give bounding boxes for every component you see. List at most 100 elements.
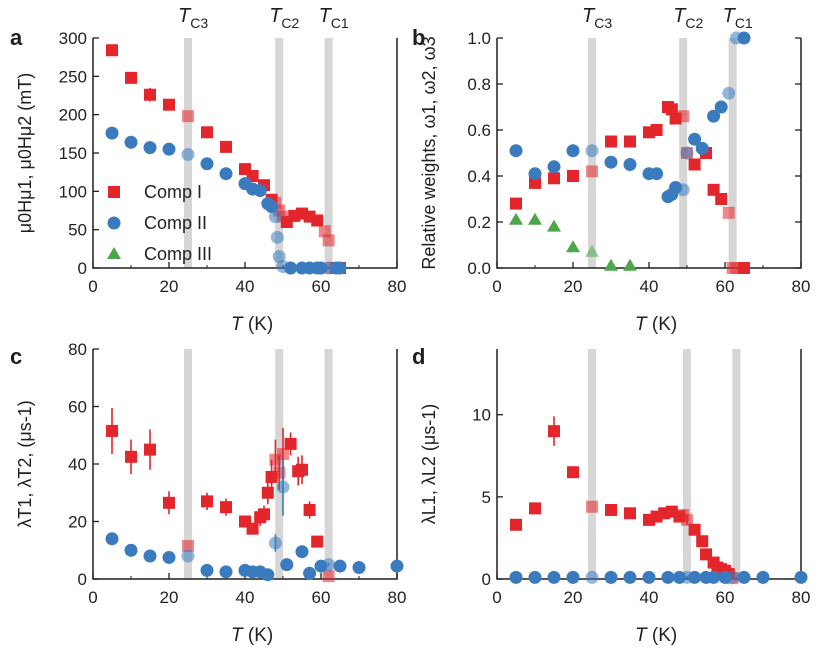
data-point-square: [246, 170, 259, 182]
y-tick-label: 150: [59, 144, 87, 163]
y-tick-label: 40: [68, 455, 87, 474]
data-point-square: [650, 124, 663, 136]
data-point-circle: [737, 570, 751, 584]
y-tick-label: 100: [59, 182, 87, 201]
data-point-triangle: [566, 240, 580, 253]
y-tick-label: 0.6: [467, 121, 491, 140]
data-point-circle: [143, 141, 157, 155]
data-point-circle: [333, 261, 347, 275]
data-point-square: [548, 425, 560, 438]
data-point-circle: [200, 157, 214, 171]
data-point-circle: [566, 570, 580, 584]
data-point-square: [586, 165, 598, 178]
x-tick-label: 80: [792, 277, 811, 296]
data-point-circle: [547, 160, 561, 174]
data-point-circle: [756, 570, 770, 584]
data-point-circle: [688, 570, 702, 584]
transition-label: TC2: [673, 5, 703, 31]
data-point-square: [510, 197, 522, 210]
data-point-circle: [604, 570, 618, 584]
data-point-circle: [270, 230, 284, 244]
data-point-square: [624, 507, 636, 520]
data-point-square: [201, 126, 213, 139]
data-point-circle: [124, 135, 138, 149]
transition-label: TC1: [723, 5, 753, 31]
data-point-triangle: [585, 244, 599, 257]
data-point-circle: [688, 132, 702, 146]
data-point-circle: [333, 559, 347, 573]
data-point-triangle: [604, 258, 618, 271]
y-tick-label: 60: [68, 398, 87, 417]
data-point-circle: [707, 570, 721, 584]
data-point-circle: [585, 144, 599, 158]
data-point-square: [163, 496, 175, 509]
data-point-circle: [181, 148, 195, 162]
x-tick-label: 60: [716, 277, 735, 296]
data-point-square: [125, 71, 137, 84]
data-point-circle: [585, 570, 599, 584]
data-point-square: [665, 103, 678, 116]
data-point-square: [567, 170, 579, 182]
data-point-square: [182, 110, 194, 123]
data-point-circle: [528, 570, 542, 584]
plot-area: [105, 407, 404, 583]
transition-band: [184, 349, 192, 579]
data-point-circle: [280, 558, 294, 572]
transition-band: [324, 349, 333, 579]
y-tick-label: 200: [59, 106, 87, 125]
data-point-circle: [322, 558, 336, 572]
data-point-circle: [268, 210, 282, 224]
data-point-square: [258, 508, 270, 521]
plot-area: [509, 31, 751, 274]
data-point-square: [650, 510, 663, 523]
data-point-square: [681, 513, 693, 526]
data-point-circle: [737, 31, 751, 45]
transition-band: [588, 349, 596, 579]
axis-frame: [92, 38, 398, 269]
data-point-square: [510, 518, 522, 531]
transition-band: [324, 38, 333, 268]
data-point-square: [322, 570, 335, 583]
y-tick-label: 10: [472, 406, 491, 425]
x-tick-label: 20: [564, 277, 583, 296]
data-point-circle: [650, 167, 664, 181]
plot-area: [105, 44, 347, 275]
data-point-square: [296, 463, 308, 476]
panel-letter: c: [10, 344, 22, 369]
data-point-square: [220, 501, 232, 514]
data-point-circle: [623, 158, 637, 171]
legend-label: Comp II: [144, 213, 207, 233]
data-point-square: [261, 486, 274, 499]
data-point-square: [318, 225, 331, 238]
data-point-square: [738, 262, 750, 274]
data-point-square: [163, 98, 175, 111]
data-point-square: [220, 140, 232, 153]
x-axis-label: T (K): [231, 625, 273, 646]
data-point-circle: [352, 561, 366, 574]
data-point-square: [707, 183, 720, 196]
data-point-circle: [547, 570, 561, 584]
y-tick-label: 50: [68, 221, 87, 240]
data-point-circle: [265, 200, 279, 214]
data-point-circle: [181, 549, 195, 563]
transition-band: [683, 349, 691, 579]
data-point-circle: [272, 250, 286, 263]
y-axis-label: μ0Hμ1, μ0Hμ2 (mT): [15, 73, 35, 234]
data-point-circle: [509, 144, 523, 158]
axis-frame: [496, 38, 802, 269]
data-point-circle: [124, 543, 138, 557]
data-point-circle: [528, 167, 542, 181]
data-point-circle: [253, 184, 267, 198]
data-point-triangle: [509, 212, 523, 225]
y-axis-label: Relative weights, ω1, ω2, ω3: [419, 36, 439, 269]
data-point-square: [665, 505, 678, 518]
data-point-square: [605, 504, 617, 516]
data-point-circle: [200, 563, 214, 577]
data-point-square: [605, 135, 617, 148]
y-tick-label: 300: [59, 29, 87, 48]
panel-letter: b: [412, 25, 425, 50]
transition-label: TC3: [178, 5, 208, 31]
data-point-square: [696, 535, 709, 548]
data-point-square: [624, 135, 636, 148]
